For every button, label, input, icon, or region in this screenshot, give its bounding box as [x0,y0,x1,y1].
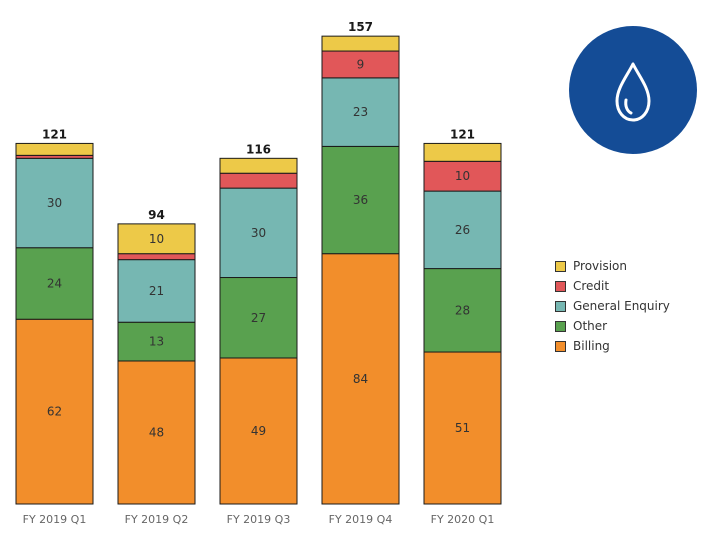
bar-billing-fy-2019-q3 [219,357,298,505]
bar-provision-fy-2020-q1 [423,142,502,162]
x-tick-label-fy-2019-q2: FY 2019 Q2 [125,513,189,526]
legend-item-credit: Credit [555,276,670,296]
water-drop-icon [569,26,697,154]
total-label-fy-2019-q2: 94 [148,208,165,222]
data-label-billing-fy-2019-q3: 49 [251,424,266,438]
data-label-billing-fy-2020-q1: 51 [455,421,470,435]
legend-label-other: Other [573,319,608,333]
total-label-fy-2019-q3: 116 [246,142,271,156]
legend-swatch-credit [555,280,566,292]
total-label-fy-2019-q1: 121 [42,127,67,141]
x-tick-label-fy-2020-q1: FY 2020 Q1 [431,513,495,526]
legend-item-billing: Billing [555,336,670,356]
total-label-fy-2019-q4: 157 [348,20,373,34]
data-label-other-fy-2019-q3: 27 [251,311,266,325]
legend-item-other: Other [555,316,670,336]
bar-other-fy-2019-q3 [219,277,298,359]
data-label-general-enquiry-fy-2020-q1: 26 [455,223,470,237]
data-label-other-fy-2019-q4: 36 [353,193,368,207]
legend-label-billing: Billing [573,339,610,353]
legend-swatch-provision [555,260,566,272]
legend-item-general-enquiry: General Enquiry [555,296,670,316]
legend-swatch-other [555,320,566,332]
bar-other-fy-2019-q1 [15,247,94,320]
data-label-other-fy-2019-q2: 13 [149,335,164,349]
data-label-general-enquiry-fy-2019-q3: 30 [251,226,266,240]
water-drop-badge [569,26,697,154]
data-label-other-fy-2019-q1: 24 [47,276,62,290]
bar-credit-fy-2019-q3 [219,172,298,189]
legend-swatch-billing [555,340,566,352]
bar-general-enquiry-fy-2019-q4 [321,77,400,147]
bar-general-enquiry-fy-2020-q1 [423,190,502,270]
bar-other-fy-2019-q4 [321,145,400,255]
bar-provision-fy-2019-q3 [219,157,298,174]
bar-provision-fy-2019-q4 [321,35,400,52]
total-label-fy-2020-q1: 121 [450,127,475,141]
legend-item-provision: Provision [555,256,670,276]
bar-billing-fy-2020-q1 [423,351,502,505]
bar-credit-fy-2019-q2 [117,253,196,261]
x-tick-label-fy-2019-q1: FY 2019 Q1 [23,513,87,526]
bar-credit-fy-2020-q1 [423,160,502,192]
data-label-general-enquiry-fy-2019-q1: 30 [47,196,62,210]
chart-legend: Provision Credit General Enquiry Other Billi… [555,256,670,356]
data-label-other-fy-2020-q1: 28 [455,303,470,317]
bar-provision-fy-2019-q1 [15,142,94,156]
legend-label-general-enquiry: General Enquiry [573,299,670,313]
legend-label-provision: Provision [573,259,628,273]
bar-general-enquiry-fy-2019-q1 [15,157,94,249]
bar-other-fy-2020-q1 [423,268,502,353]
bar-billing-fy-2019-q2 [117,360,196,505]
legend-label-credit: Credit [573,279,610,293]
data-label-billing-fy-2019-q2: 48 [149,425,164,439]
bar-billing-fy-2019-q1 [15,318,94,505]
bar-provision-fy-2019-q2 [117,223,196,255]
legend-swatch-general-enquiry [555,300,566,312]
bar-billing-fy-2019-q4 [321,253,400,505]
data-label-credit-fy-2020-q1: 10 [455,169,470,183]
bar-general-enquiry-fy-2019-q2 [117,259,196,323]
data-label-general-enquiry-fy-2019-q4: 23 [353,105,368,119]
bar-general-enquiry-fy-2019-q3 [219,187,298,279]
data-label-billing-fy-2019-q4: 84 [353,372,368,386]
data-label-provision-fy-2019-q2: 10 [149,232,164,246]
bar-other-fy-2019-q2 [117,321,196,362]
x-tick-label-fy-2019-q4: FY 2019 Q4 [329,513,393,526]
x-tick-label-fy-2019-q3: FY 2019 Q3 [227,513,291,526]
data-label-billing-fy-2019-q1: 62 [47,405,62,419]
data-label-general-enquiry-fy-2019-q2: 21 [149,284,164,298]
data-label-credit-fy-2019-q4: 9 [357,57,365,71]
